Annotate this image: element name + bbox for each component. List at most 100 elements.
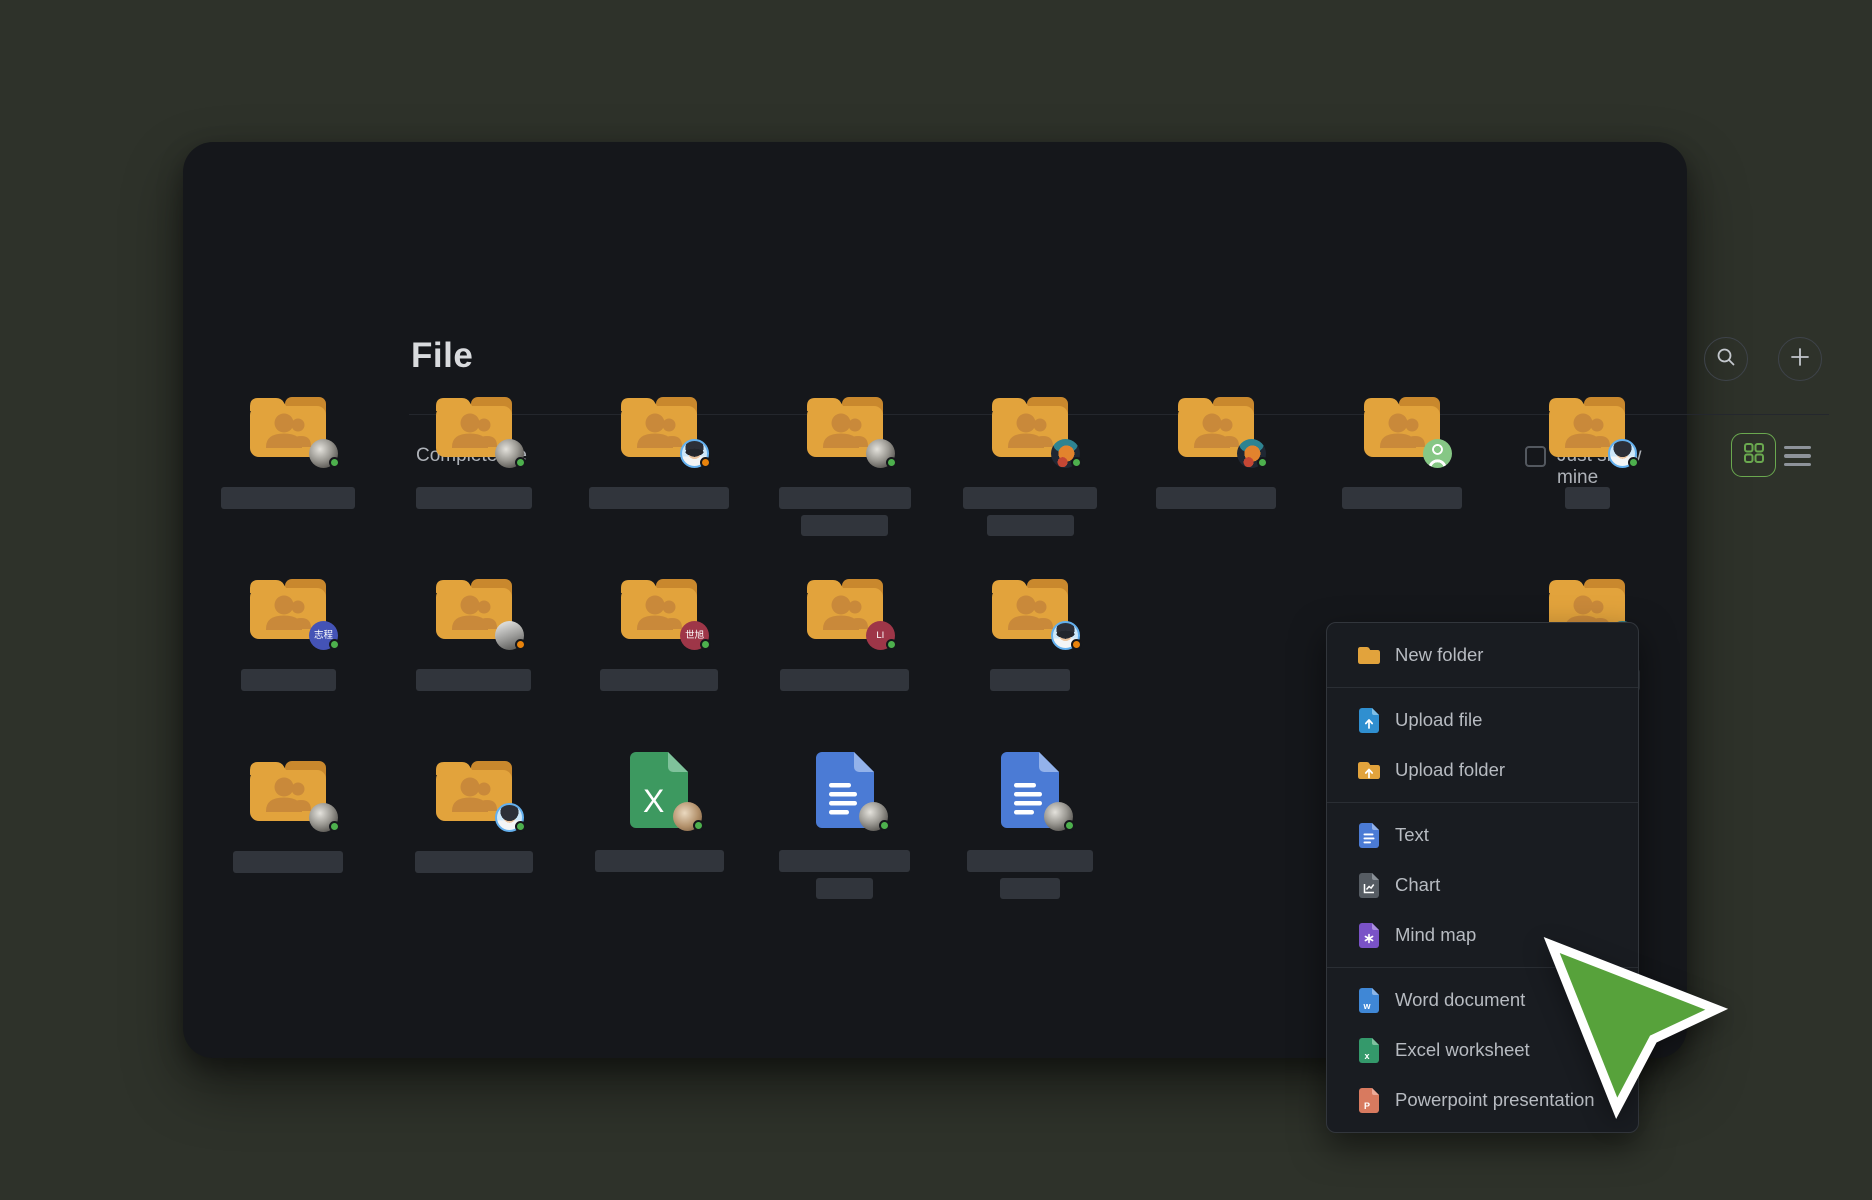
svg-text:w: w <box>1362 1001 1371 1011</box>
file-item[interactable] <box>752 753 938 921</box>
filename-placeholder <box>1341 487 1462 509</box>
file-item[interactable]: LI <box>752 571 938 739</box>
page-title: File <box>411 336 474 375</box>
avatar <box>494 621 526 650</box>
just-show-mine-checkbox[interactable] <box>1525 446 1546 467</box>
text-doc-icon <box>1357 822 1381 848</box>
menu-item-word-document[interactable]: w Word document <box>1327 975 1638 1025</box>
avatar <box>309 803 340 832</box>
menu-group: Upload file Upload folder <box>1327 688 1638 803</box>
avatar <box>1237 439 1268 468</box>
filename-placeholder <box>416 669 532 691</box>
header-divider <box>409 414 1829 415</box>
shared-folder-icon <box>435 571 526 650</box>
file-item[interactable] <box>937 753 1123 921</box>
filename-placeholder <box>233 851 343 873</box>
filename-placeholder <box>240 669 336 691</box>
file-item[interactable] <box>566 389 752 557</box>
status-dot <box>1628 457 1640 468</box>
status-dot <box>700 457 712 468</box>
filename-placeholder <box>414 851 533 873</box>
list-view-button[interactable] <box>1784 443 1811 469</box>
avatar <box>1044 802 1076 831</box>
file-item[interactable] <box>1123 389 1309 557</box>
status-dot <box>514 639 526 650</box>
file-item[interactable] <box>752 389 938 557</box>
menu-item-upload-file[interactable]: Upload file <box>1327 695 1638 745</box>
status-dot <box>1071 457 1083 468</box>
list-view-icon-line <box>1784 454 1811 458</box>
status-dot <box>514 821 526 832</box>
menu-item-chart[interactable]: Chart <box>1327 860 1638 910</box>
file-item[interactable] <box>381 389 567 557</box>
search-icon <box>1715 346 1737 373</box>
search-button[interactable] <box>1704 337 1748 381</box>
shared-folder-icon: 志程 <box>249 571 340 650</box>
file-item[interactable]: 世旭 <box>566 571 752 739</box>
avatar <box>1051 621 1083 650</box>
avatar <box>309 439 340 468</box>
add-button[interactable] <box>1778 337 1822 381</box>
avatar-initials: 世旭 <box>685 629 705 641</box>
menu-item-new-folder[interactable]: New folder <box>1327 630 1638 680</box>
status-dot <box>878 820 890 831</box>
filename-placeholder <box>1564 487 1610 509</box>
menu-item-text[interactable]: Text <box>1327 810 1638 860</box>
shared-folder-icon <box>249 389 340 468</box>
menu-item-excel-worksheet[interactable]: x Excel worksheet <box>1327 1025 1638 1075</box>
menu-item-powerpoint-presentation[interactable]: P Powerpoint presentation <box>1327 1075 1638 1125</box>
menu-item-label: Text <box>1395 824 1429 845</box>
file-item[interactable] <box>195 389 381 557</box>
avatar <box>1051 439 1083 468</box>
status-dot <box>329 821 340 832</box>
file-item[interactable] <box>1494 389 1680 557</box>
status-dot <box>514 457 526 468</box>
filename-placeholder <box>415 487 532 509</box>
menu-group: w Word document x Excel worksheet P Powerpoin… <box>1327 968 1638 1132</box>
file-item[interactable] <box>937 571 1123 739</box>
upload-file-icon <box>1357 707 1381 733</box>
ppt-doc-icon: P <box>1357 1087 1381 1113</box>
excel-file-icon <box>620 752 705 831</box>
filename-placeholder <box>986 515 1074 536</box>
file-item[interactable] <box>195 753 381 921</box>
avatar: 志程 <box>309 621 340 650</box>
file-item[interactable] <box>566 753 752 921</box>
menu-item-label: Mind map <box>1395 924 1477 945</box>
avatar: LI <box>865 621 897 650</box>
grid-view-button[interactable] <box>1731 433 1776 477</box>
shared-folder-icon <box>435 389 526 468</box>
filename-placeholder <box>816 878 874 899</box>
status-dot <box>1257 457 1268 468</box>
menu-item-upload-folder[interactable]: Upload folder <box>1327 745 1638 795</box>
shared-folder-icon <box>991 571 1083 650</box>
menu-item-label: New folder <box>1395 644 1484 665</box>
file-item[interactable] <box>937 389 1123 557</box>
status-dot <box>1071 639 1083 650</box>
file-item[interactable] <box>1309 389 1495 557</box>
menu-group: New folder <box>1327 623 1638 688</box>
file-item[interactable]: 志程 <box>195 571 381 739</box>
menu-item-mind-map[interactable]: Mind map <box>1327 910 1638 960</box>
menu-item-label: Powerpoint presentation <box>1395 1089 1595 1110</box>
avatar <box>865 439 897 468</box>
avatar <box>673 802 705 831</box>
avatar <box>494 803 526 832</box>
shared-folder-icon <box>249 753 340 832</box>
plus-icon <box>1789 346 1811 373</box>
file-item[interactable] <box>381 571 567 739</box>
list-view-icon-line <box>1784 446 1811 450</box>
shared-folder-icon <box>991 389 1083 468</box>
avatar <box>680 439 712 468</box>
avatar <box>1608 439 1640 468</box>
shared-folder-icon: LI <box>806 571 897 650</box>
filename-placeholder <box>1156 487 1276 509</box>
shared-folder-icon <box>435 753 526 832</box>
filename-placeholder <box>967 850 1094 872</box>
file-item[interactable] <box>381 753 567 921</box>
filename-placeholder <box>801 515 889 536</box>
shared-folder-icon: 世旭 <box>620 571 712 650</box>
new-folder-icon <box>1357 645 1381 665</box>
chart-doc-icon <box>1357 872 1381 898</box>
mindmap-doc-icon <box>1357 922 1381 948</box>
